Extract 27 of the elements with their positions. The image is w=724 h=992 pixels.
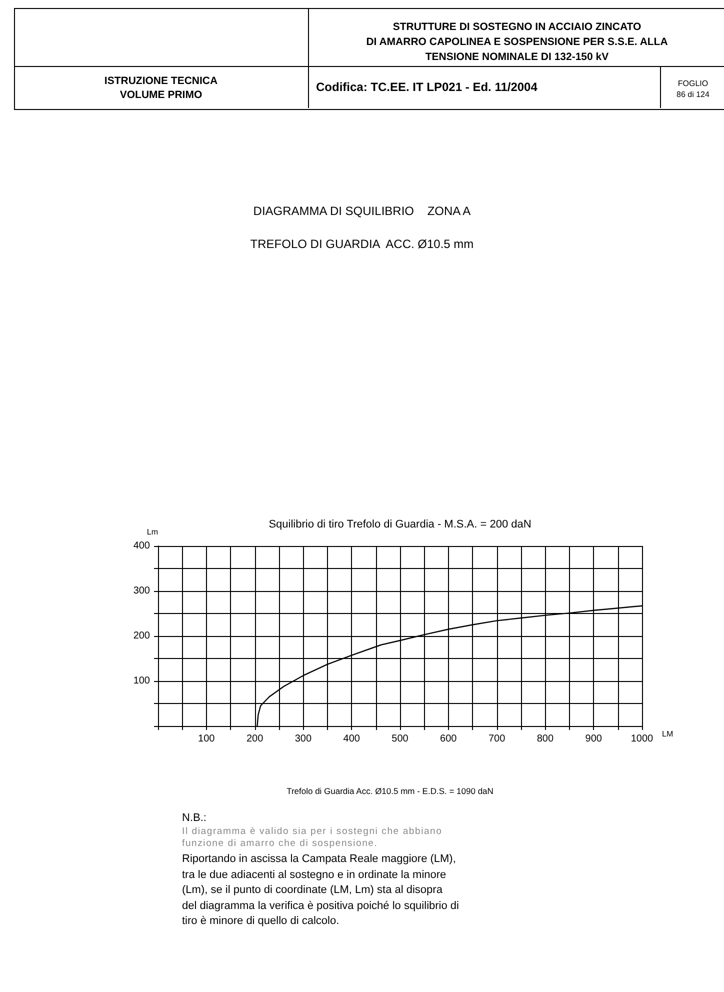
x-tick-label: 300 xyxy=(294,734,312,744)
x-tick-label: 200 xyxy=(246,734,264,744)
text: STRUTTURE DI SOSTEGNO IN ACCIAIO ZINCATO DI AMARRO CAPOLINEA E SOSPENSIONE PER S.S.E. ALLA TENSIONE NOMINALE DI 132-150 kV xyxy=(365,20,669,65)
text: Codifica: TC.EE. IT LP021 - Ed. 11/2004 xyxy=(316,80,538,94)
x-tick-label: 600 xyxy=(440,734,458,744)
text: Trefolo di Guardia Acc. Ø10.5 mm - E.D.S. = 1090 daN xyxy=(286,786,494,796)
text: DIAGRAMMA DI SQUILIBRIO ZONA A xyxy=(252,204,472,218)
text: Riportando in ascissa la Campata Reale maggiore (LM), tra le due adiacenti al sostegno e in ordinate la minore (Lm), se il punto di coordinate (LM, Lm) sta al disopra del diagramma la verifica è positiva poiché lo squilibrio di tiro è minore di quello di calcolo. xyxy=(182,852,459,929)
y-tick-label: 300 xyxy=(133,586,150,596)
x-tick-label: 700 xyxy=(488,734,506,744)
x-axis-title: LM xyxy=(662,730,674,738)
text: FOGLIO 86 di 124 xyxy=(676,78,710,100)
x-tick-label: 100 xyxy=(198,734,216,744)
x-tick-label: 800 xyxy=(536,734,554,744)
x-tick-label: 500 xyxy=(392,734,409,744)
text: Il diagramma è valido sia per i sostegni che abbiano funzione di amarro che di sospensione. xyxy=(182,826,442,850)
y-tick-label: 100 xyxy=(133,676,150,686)
x-tick-label: 1000 xyxy=(630,734,654,744)
text: N.B.: xyxy=(182,812,206,824)
x-tick-label: 400 xyxy=(343,734,360,744)
chart-title: Squilibrio di tiro Trefolo di Guardia - M.S.A. = 200 daN xyxy=(268,518,532,530)
text: TREFOLO DI GUARDIA ACC. Ø10.5 mm xyxy=(249,237,475,251)
y-axis-title: Lm xyxy=(146,528,158,536)
y-tick-label: 400 xyxy=(133,540,150,552)
x-tick-label: 900 xyxy=(585,734,602,744)
y-tick-label: 200 xyxy=(133,630,150,642)
text: ISTRUZIONE TECNICA VOLUME PRIMO xyxy=(103,74,219,102)
